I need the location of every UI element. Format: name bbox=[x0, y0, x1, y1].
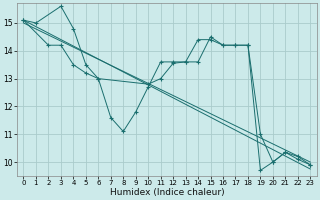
X-axis label: Humidex (Indice chaleur): Humidex (Indice chaleur) bbox=[109, 188, 224, 197]
